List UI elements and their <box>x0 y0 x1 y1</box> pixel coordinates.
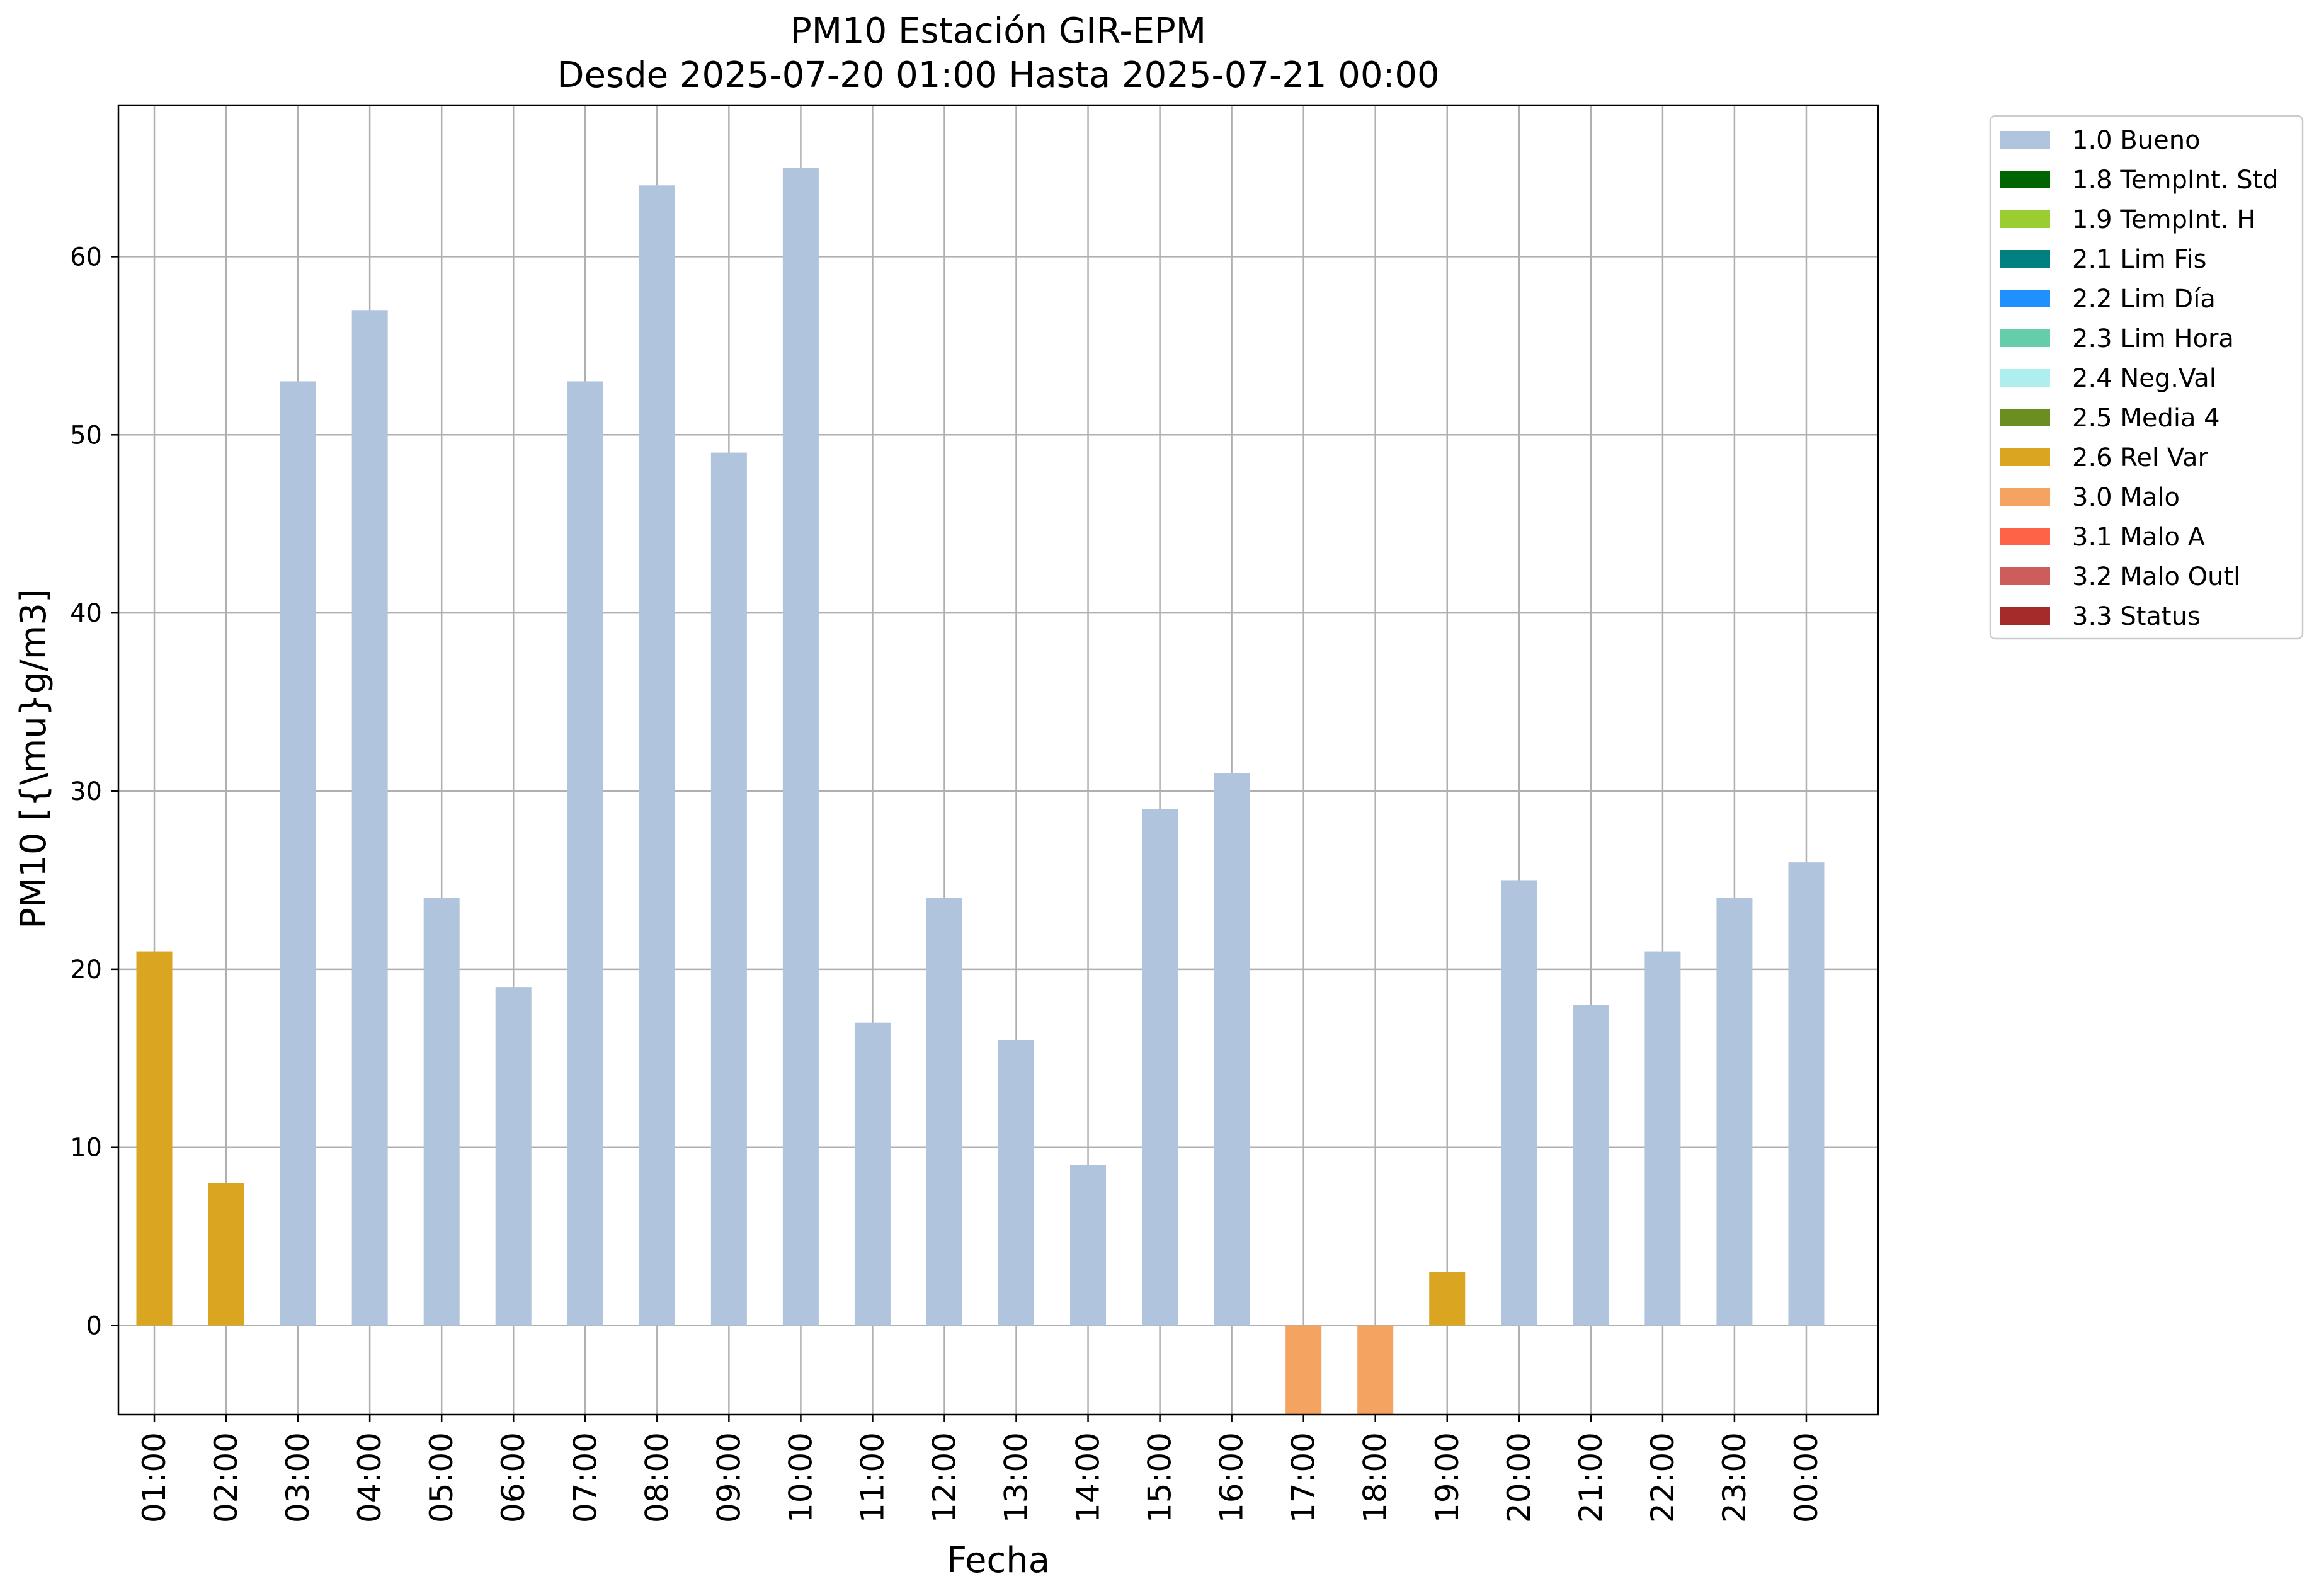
legend-swatch <box>2000 131 2050 149</box>
bar-0000 <box>1788 862 1825 1326</box>
y-tick-label: 30 <box>70 777 102 806</box>
bar-1700 <box>1285 1325 1322 1415</box>
x-tick-label: 20:00 <box>1501 1432 1537 1523</box>
bar-0100 <box>136 951 173 1326</box>
bar-0400 <box>351 310 388 1326</box>
legend: 1.0 Bueno 1.8 TempInt. Std 1.9 TempInt. H 2… <box>1989 115 2304 640</box>
bar-1500 <box>1142 809 1178 1326</box>
legend-label: 1.9 TempInt. H <box>2072 205 2255 234</box>
x-tick-label: 14:00 <box>1070 1432 1107 1523</box>
bar-2100 <box>1573 1005 1609 1326</box>
legend-label: 2.1 Lim Fis <box>2072 245 2206 274</box>
bar-1900 <box>1429 1272 1466 1326</box>
legend-label: 2.4 Neg.Val <box>2072 364 2216 393</box>
legend-swatch <box>2000 448 2050 466</box>
bar-0600 <box>495 987 532 1326</box>
bars <box>136 168 1825 1415</box>
x-tick-label: 04:00 <box>351 1432 388 1523</box>
legend-label: 2.6 Rel Var <box>2072 443 2209 472</box>
bar-0900 <box>710 452 747 1326</box>
bar-1200 <box>926 898 962 1326</box>
legend-swatch <box>2000 528 2050 545</box>
bar-1300 <box>998 1040 1035 1326</box>
legend-swatch <box>2000 329 2050 347</box>
bar-2300 <box>1716 898 1753 1326</box>
y-tick-label: 60 <box>70 242 102 271</box>
legend-label: 2.5 Media 4 <box>2072 404 2220 433</box>
y-tick-label: 20 <box>70 955 102 984</box>
bar-1800 <box>1357 1325 1394 1415</box>
legend-label: 3.0 Malo <box>2072 483 2180 512</box>
x-tick-label: 16:00 <box>1214 1432 1250 1523</box>
legend-swatch <box>2000 250 2050 268</box>
x-tick-label: 00:00 <box>1788 1432 1825 1523</box>
chart-title: PM10 Estación GIR-EPM <box>790 11 1206 52</box>
bar-2000 <box>1501 880 1537 1326</box>
bar-1400 <box>1070 1165 1107 1326</box>
bar-2200 <box>1644 951 1681 1326</box>
legend-swatch <box>2000 567 2050 585</box>
legend-swatch <box>2000 290 2050 307</box>
legend-swatch <box>2000 607 2050 625</box>
x-tick-label: 17:00 <box>1285 1432 1322 1523</box>
x-axis-label: Fecha <box>947 1540 1050 1581</box>
x-tick-label: 09:00 <box>710 1432 747 1523</box>
x-tick-label: 05:00 <box>423 1432 460 1523</box>
x-tick-label: 01:00 <box>136 1432 173 1523</box>
bar-1100 <box>854 1022 891 1326</box>
x-tick-label: 10:00 <box>782 1432 819 1523</box>
legend-label: 3.2 Malo Outl <box>2072 562 2240 591</box>
bar-0300 <box>280 381 316 1326</box>
x-tick-label: 11:00 <box>854 1432 891 1523</box>
x-tick-label: 21:00 <box>1573 1432 1609 1523</box>
legend-swatch <box>2000 488 2050 506</box>
ticks: 0 10 20 30 40 50 60 01:00 02:00 03:00 04:00 05:00 06… <box>70 242 1825 1523</box>
y-axis-label: PM10 [{\mu}g/m3] <box>13 589 54 929</box>
y-tick-label: 0 <box>86 1312 102 1341</box>
plot-frame <box>117 104 1879 1416</box>
x-tick-label: 22:00 <box>1644 1432 1681 1523</box>
x-tick-label: 18:00 <box>1357 1432 1394 1523</box>
legend-label: 3.3 Status <box>2072 602 2201 631</box>
legend-swatch <box>2000 409 2050 426</box>
legend-label: 1.0 Bueno <box>2072 126 2201 155</box>
x-tick-label: 13:00 <box>998 1432 1035 1523</box>
bar-1600 <box>1214 773 1250 1326</box>
x-tick-label: 23:00 <box>1716 1432 1753 1523</box>
bar-0500 <box>423 898 460 1326</box>
x-tick-label: 02:00 <box>208 1432 244 1523</box>
chart-subtitle: Desde 2025-07-20 01:00 Hasta 2025-07-21 … <box>557 55 1439 96</box>
legend-swatch <box>2000 171 2050 188</box>
bar-0700 <box>567 381 603 1326</box>
x-tick-label: 19:00 <box>1429 1432 1466 1523</box>
x-tick-label: 12:00 <box>926 1432 962 1523</box>
bar-0800 <box>639 185 675 1326</box>
bar-1000 <box>782 168 819 1326</box>
bar-0200 <box>208 1183 244 1326</box>
legend-box <box>1989 115 2304 640</box>
y-tick-label: 40 <box>70 599 102 628</box>
legend-label: 1.8 TempInt. Std <box>2072 166 2279 195</box>
y-tick-label: 10 <box>70 1134 102 1163</box>
x-tick-label: 07:00 <box>567 1432 603 1523</box>
x-tick-label: 08:00 <box>639 1432 675 1523</box>
legend-label: 3.1 Malo A <box>2072 523 2206 552</box>
x-tick-label: 06:00 <box>495 1432 532 1523</box>
x-tick-label: 03:00 <box>280 1432 316 1523</box>
legend-swatch <box>2000 210 2050 228</box>
legend-label: 2.3 Lim Hora <box>2072 324 2234 353</box>
x-tick-label: 15:00 <box>1142 1432 1178 1523</box>
legend-swatch <box>2000 369 2050 387</box>
legend-label: 2.2 Lim Día <box>2072 285 2216 314</box>
y-tick-label: 50 <box>70 421 102 450</box>
